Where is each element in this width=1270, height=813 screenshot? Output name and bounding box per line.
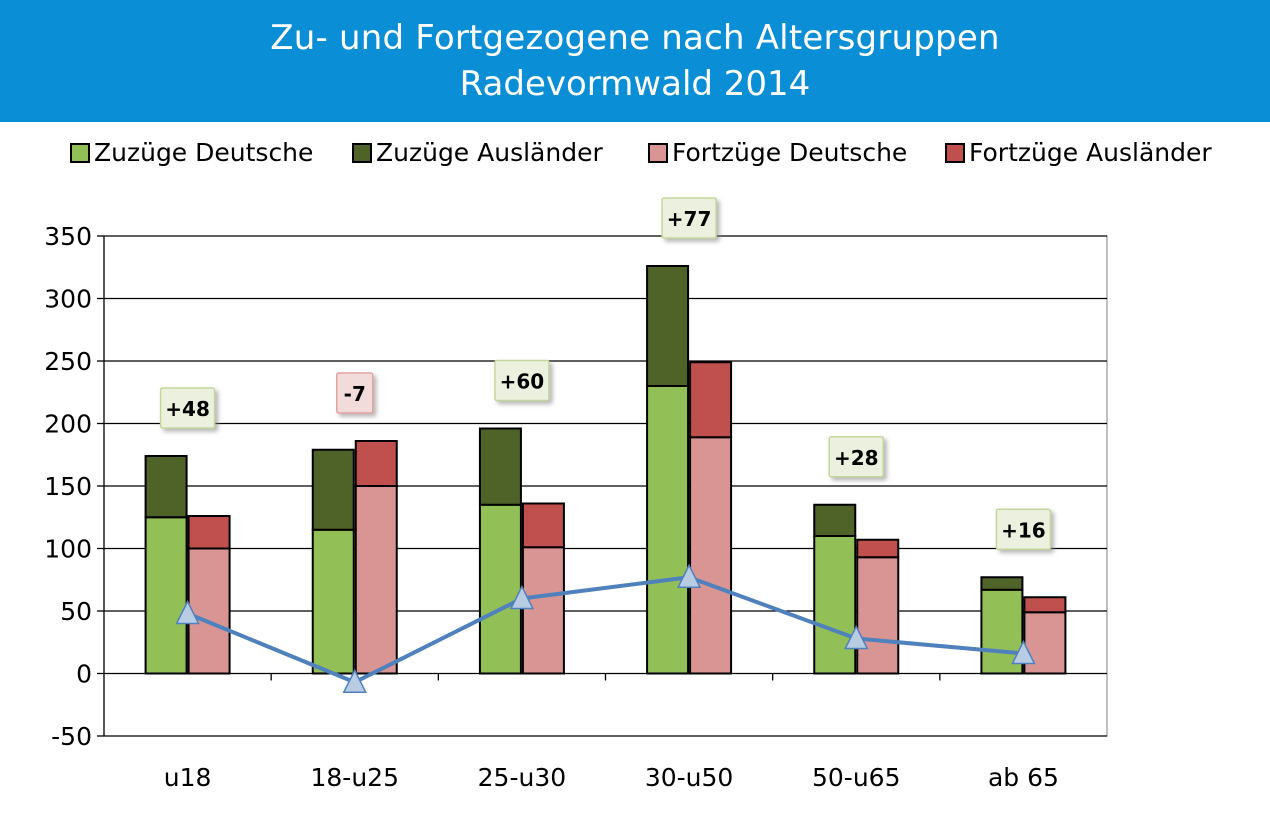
data-label: +77: [667, 207, 712, 231]
bar-zuzuege-deutsche: [311, 528, 355, 675]
data-label: +48: [165, 397, 210, 421]
data-label-box: [159, 387, 216, 429]
y-tick-label: 100: [44, 535, 92, 564]
legend-swatch: [70, 142, 90, 163]
line-marker: [844, 624, 869, 650]
bar-zuzuege-auslaender: [311, 448, 355, 531]
chart-title-line1: Zu- und Fortgezogene nach Altersgruppen: [270, 18, 1000, 58]
bar-zuzuege-deutsche: [144, 516, 188, 675]
x-tick-label: u18: [164, 763, 212, 792]
y-tick-label: 0: [76, 660, 92, 689]
line-marker: [1011, 639, 1036, 665]
legend-swatch: [352, 142, 372, 163]
legend-item-fortzuege-deutsche: Fortzüge Deutsche: [648, 138, 907, 167]
data-label-box: [661, 197, 717, 239]
legend-swatch: [945, 142, 965, 163]
y-tick-label: 150: [44, 472, 92, 501]
bar-zuzuege-deutsche: [646, 385, 690, 675]
legend-item-zuzuege-deutsche: Zuzüge Deutsche: [70, 138, 313, 167]
bar-zuzuege-auslaender: [478, 427, 522, 506]
x-tick-label: 50-u65: [812, 763, 901, 792]
legend-item-zuzuege-auslaender: Zuzüge Ausländer: [352, 138, 603, 167]
x-tick-label: 30-u50: [645, 763, 734, 792]
bar-fortzuege-deutsche: [187, 547, 231, 675]
bar-fortzuege-auslaender: [354, 440, 398, 487]
data-label: -7: [344, 382, 366, 406]
bar-fortzuege-deutsche: [521, 546, 565, 675]
bar-fortzuege-auslaender: [187, 515, 231, 550]
legend-label: Fortzüge Ausländer: [969, 138, 1212, 167]
bar-fortzuege-deutsche: [856, 556, 900, 675]
y-tick-label: 350: [44, 222, 92, 251]
y-tick-label: -50: [51, 722, 92, 751]
legend-label: Fortzüge Deutsche: [672, 138, 908, 167]
data-label-box: [336, 372, 374, 414]
bar-zuzuege-auslaender: [144, 455, 188, 519]
data-label: +28: [834, 446, 879, 470]
bar-zuzuege-auslaender: [646, 265, 690, 387]
chart-legend: Zuzüge Deutsche Zuzüge Ausländer Fortzüg…: [70, 138, 1250, 178]
data-label-box: [494, 359, 550, 402]
data-label-box: [995, 508, 1052, 550]
legend-label: Zuzüge Deutsche: [94, 138, 314, 167]
y-tick-label: 200: [44, 410, 92, 439]
line-marker: [509, 584, 535, 610]
bar-zuzuege-deutsche: [813, 535, 857, 675]
bar-fortzuege-auslaender: [689, 361, 733, 439]
legend-swatch: [648, 142, 668, 163]
y-tick-label: 300: [44, 285, 92, 314]
x-tick-label: 25-u30: [478, 763, 567, 792]
line-marker: [175, 599, 200, 625]
line-marker: [342, 668, 367, 693]
x-tick-label: ab 65: [988, 763, 1059, 792]
legend-label: Zuzüge Ausländer: [376, 138, 603, 167]
y-tick-label: 50: [60, 597, 92, 626]
bar-fortzuege-auslaender: [521, 502, 565, 549]
bar-fortzuege-deutsche: [689, 436, 733, 675]
data-label: +16: [1001, 518, 1046, 542]
x-tick-label: 18-u25: [311, 763, 400, 792]
chart-title-line2: Radevormwald 2014: [459, 64, 811, 104]
bar-zuzuege-auslaender: [980, 576, 1024, 591]
legend-item-fortzuege-auslaender: Fortzüge Ausländer: [945, 138, 1212, 167]
bar-fortzuege-deutsche: [354, 485, 398, 675]
y-tick-label: 250: [44, 347, 92, 376]
bar-fortzuege-auslaender: [1023, 596, 1067, 614]
bar-zuzuege-deutsche: [478, 503, 522, 675]
data-label: +60: [500, 370, 545, 394]
line-marker: [676, 563, 702, 588]
series-line-saldo: [186, 575, 1024, 685]
bar-fortzuege-auslaender: [856, 538, 900, 559]
data-label-box: [828, 436, 884, 478]
bar-zuzuege-auslaender: [813, 503, 857, 537]
chart-header: Zu- und Fortgezogene nach Altersgruppen …: [0, 0, 1270, 122]
bar-fortzuege-deutsche: [1023, 611, 1067, 675]
